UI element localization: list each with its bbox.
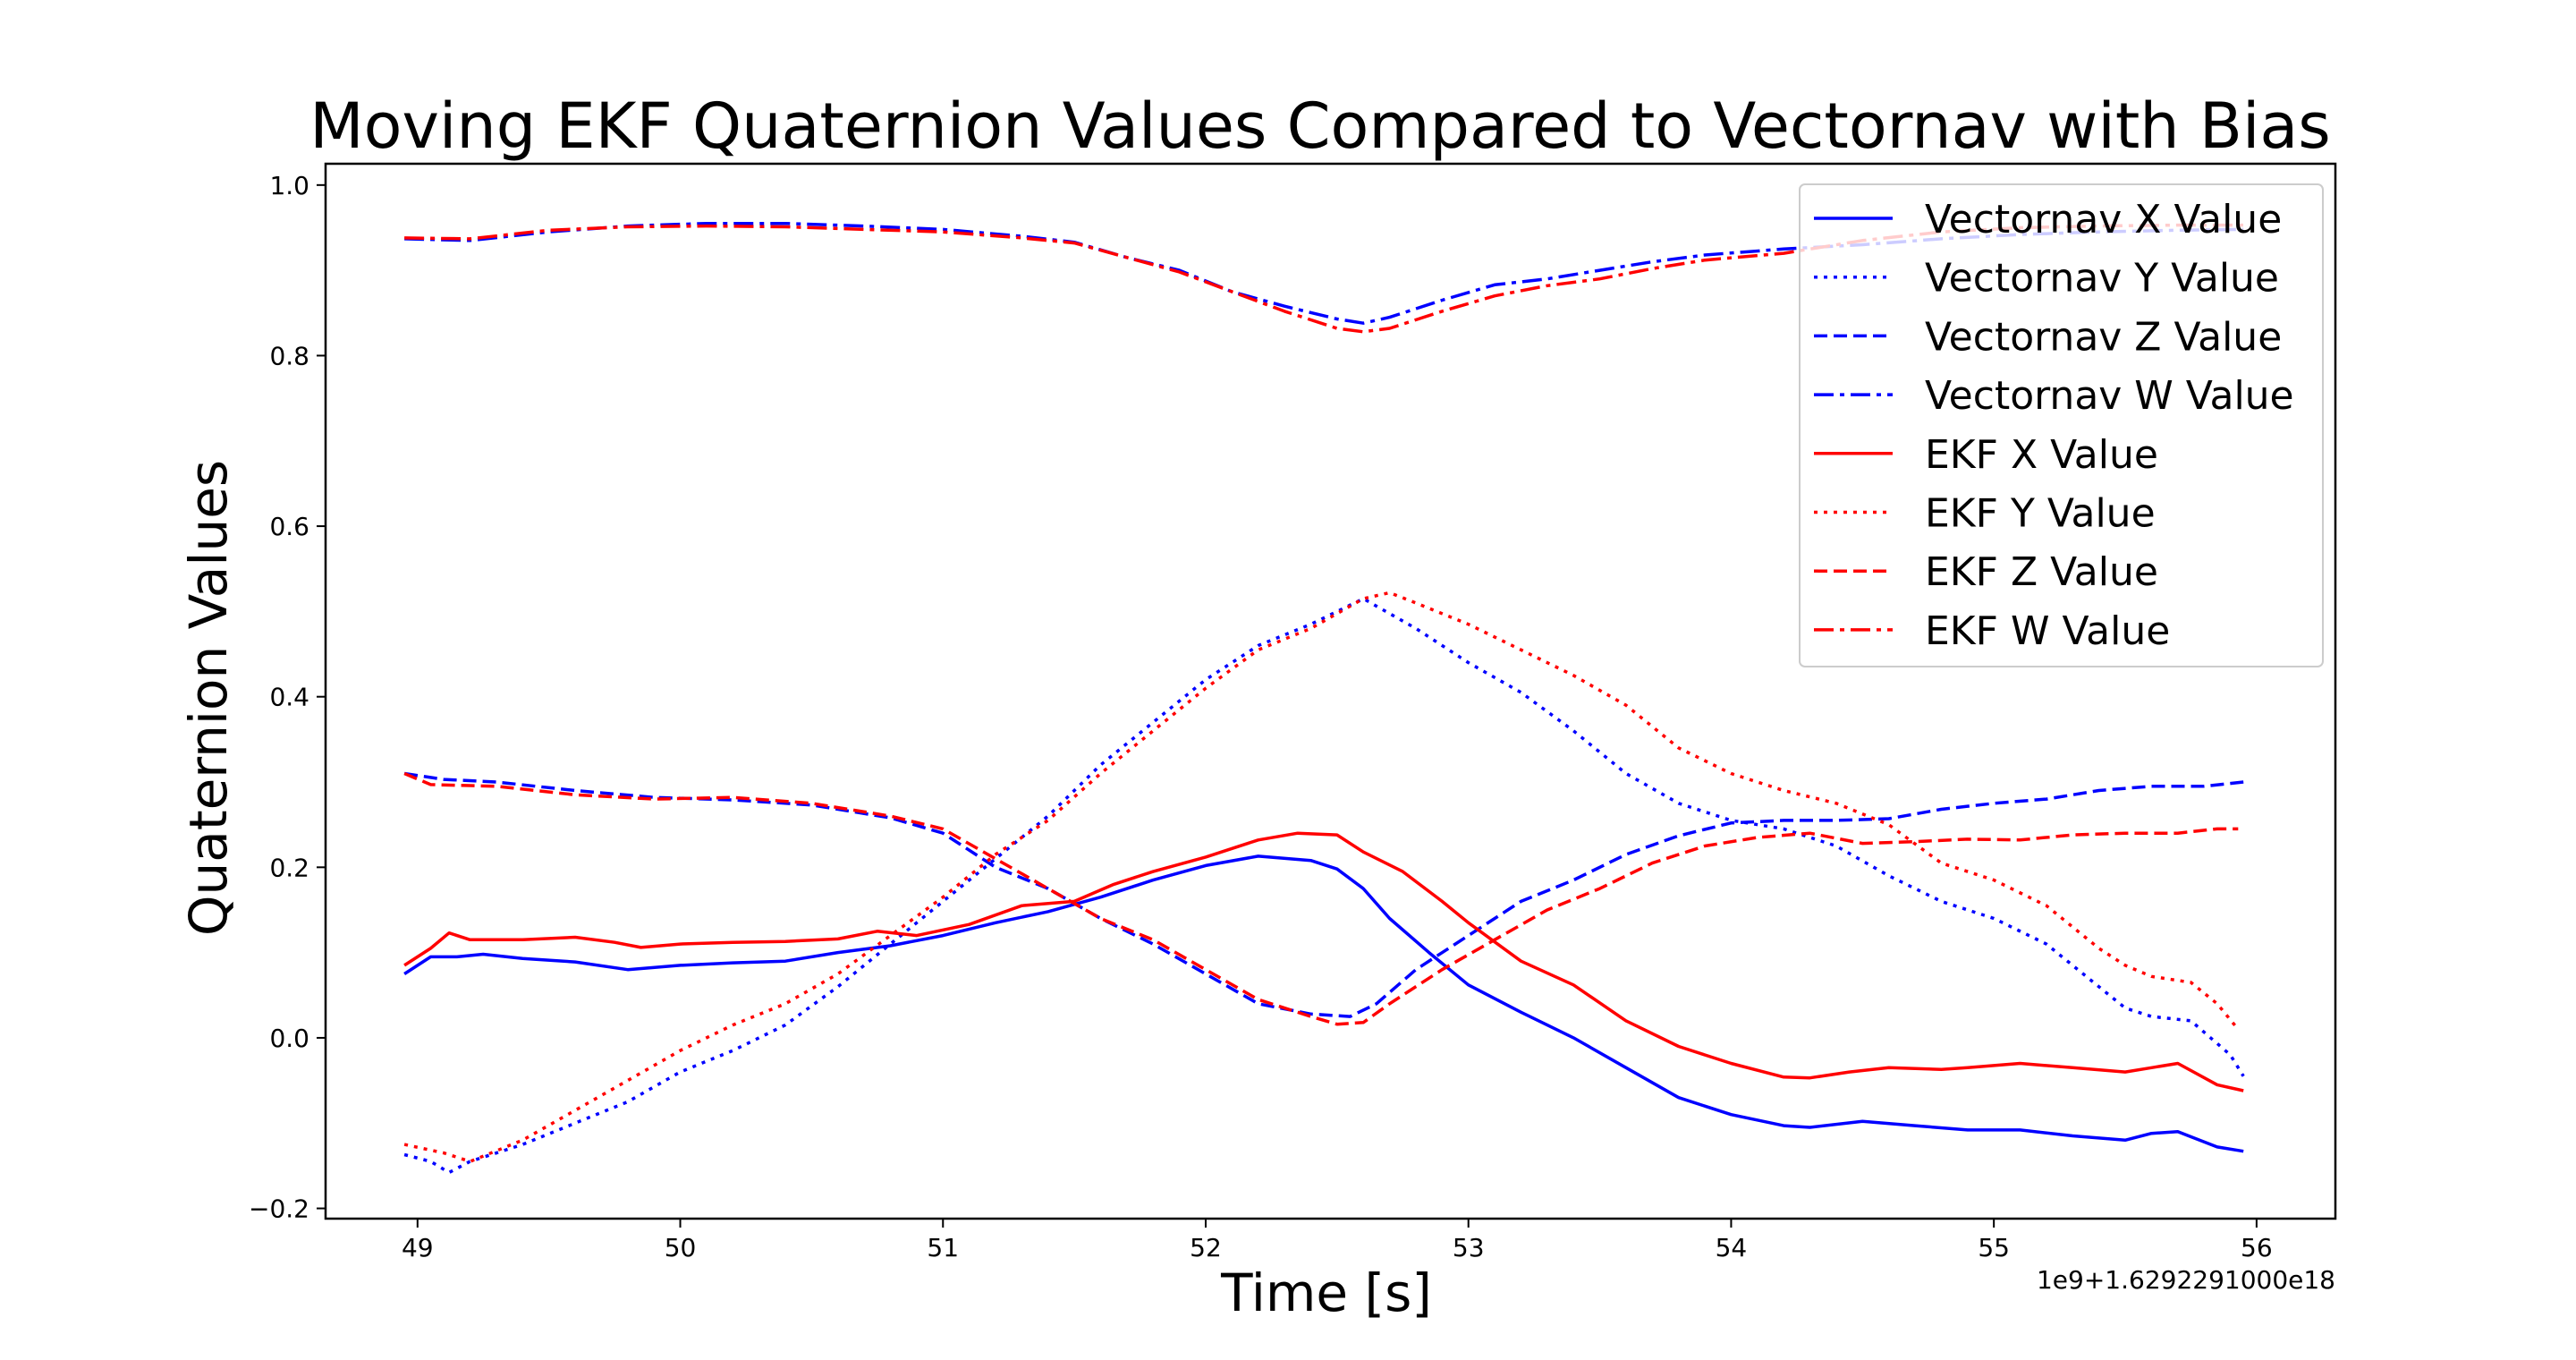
x-tick-label: 56 <box>2241 1233 2273 1262</box>
y-tick-label: 0.2 <box>269 853 309 882</box>
x-axis-offset-text: 1e9+1.6292291000e18 <box>2037 1265 2335 1295</box>
series-line-6 <box>403 591 2240 1163</box>
plot-frame <box>324 162 2337 1220</box>
legend-entry-6: EKF Y Value <box>1925 491 2156 537</box>
series-line-5 <box>403 831 2244 1092</box>
y-axis-label: Quaternion Values <box>178 460 239 936</box>
y-tick-label: 0.6 <box>269 512 309 541</box>
legend-entry-1: Vectornav X Value <box>1925 197 2282 242</box>
series-line-7 <box>403 771 2239 1026</box>
x-axis-label: Time [s] <box>1220 1262 1432 1323</box>
x-tick-label: 52 <box>1190 1233 1222 1262</box>
x-tick-label: 51 <box>927 1233 959 1262</box>
y-tick-label: 0.4 <box>269 683 309 712</box>
series-line-4 <box>404 221 2244 325</box>
y-tick-label: −0.2 <box>249 1194 309 1224</box>
x-tick-label: 53 <box>1453 1233 1485 1262</box>
legend-box <box>1799 183 2324 667</box>
legend-entry-5: EKF X Value <box>1925 432 2158 478</box>
plot-series <box>403 221 2245 1175</box>
legend-entry-4: Vectornav W Value <box>1925 373 2294 419</box>
legend-entry-7: EKF Z Value <box>1925 549 2158 595</box>
series-line-3 <box>403 771 2244 1018</box>
x-tick-label: 55 <box>1978 1233 2010 1262</box>
legend-entry-2: Vectornav Y Value <box>1925 256 2279 302</box>
chart-title: Moving EKF Quaternion Values Compared to… <box>309 89 2331 163</box>
x-axis-ticks: 49 50 51 52 53 54 55 56 <box>402 1219 2273 1262</box>
series-line-2 <box>403 597 2245 1175</box>
x-tick-label: 49 <box>402 1233 434 1262</box>
legend-entry-3: Vectornav Z Value <box>1925 314 2282 360</box>
y-tick-label: 0.0 <box>269 1024 309 1053</box>
y-tick-label: 1.0 <box>269 171 309 200</box>
y-axis-ticks: −0.2 0.0 0.2 0.4 0.6 0.8 1.0 <box>249 171 326 1224</box>
x-tick-label: 54 <box>1716 1233 1748 1262</box>
legend-entry-8: EKF W Value <box>1925 608 2170 654</box>
legend: Vectornav X Value Vectornav Y Value Vector… <box>1799 183 2324 667</box>
y-tick-label: 0.8 <box>269 341 309 370</box>
x-tick-label: 50 <box>665 1233 697 1262</box>
series-line-1 <box>403 854 2244 1153</box>
